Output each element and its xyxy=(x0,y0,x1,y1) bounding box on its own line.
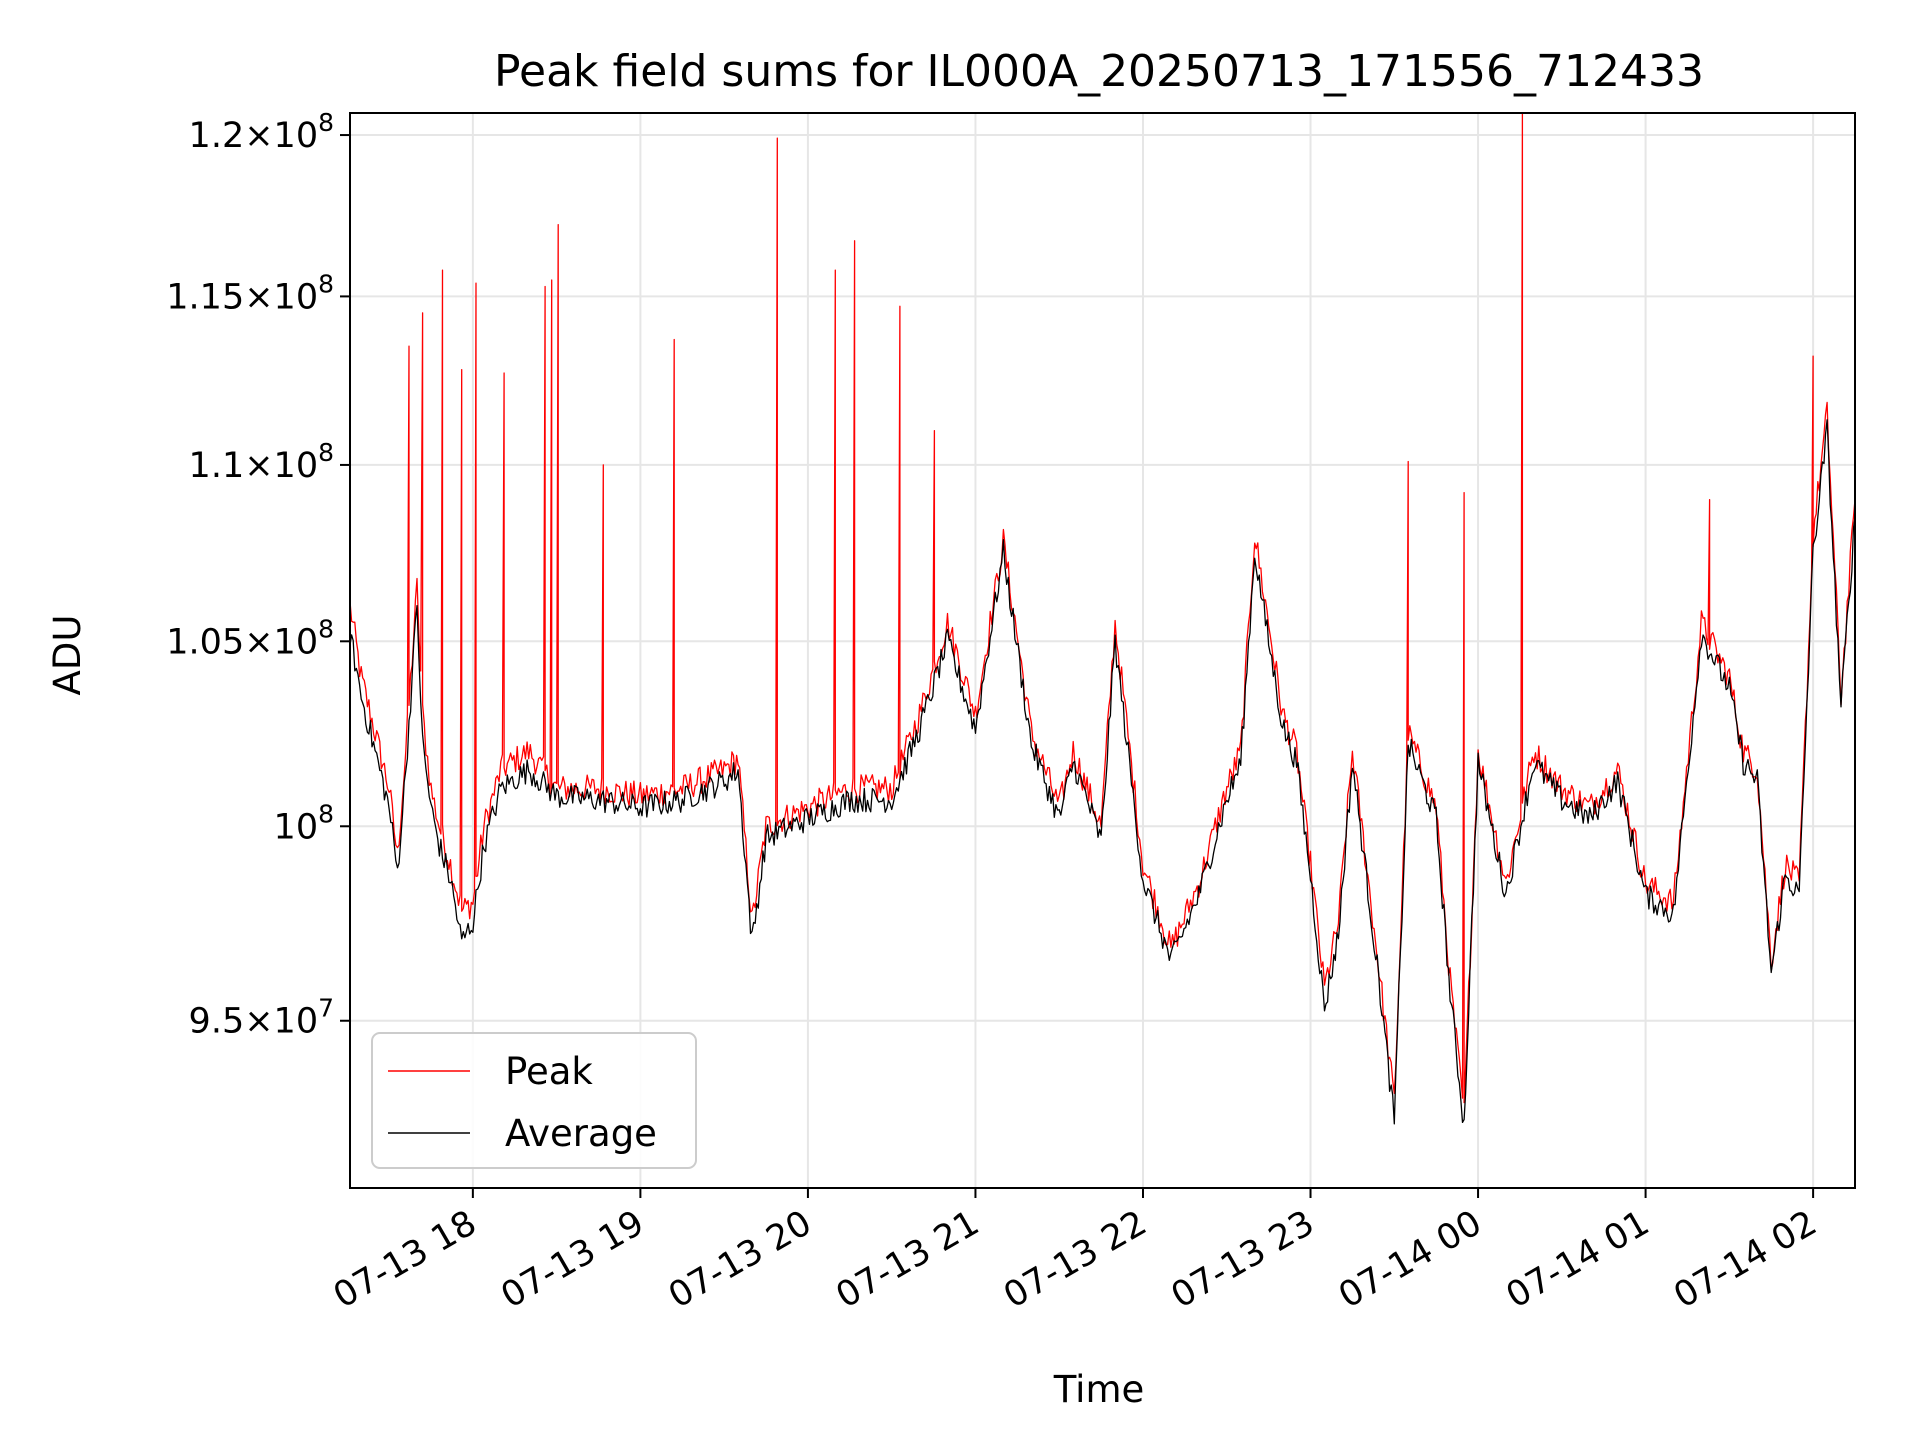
y-tick-exp: 8 xyxy=(318,799,334,828)
x-tick-label: 07-13 23 xyxy=(1165,1203,1321,1316)
plot-frame xyxy=(349,112,1856,1189)
y-tick-mantissa: 1.2 xyxy=(189,116,245,156)
x-tick-label: 07-13 22 xyxy=(997,1203,1153,1316)
series-line-peak xyxy=(349,112,1856,1104)
y-axis-label: ADU xyxy=(46,615,89,696)
y-tick-times: × xyxy=(244,446,273,486)
x-tick-label: 07-14 01 xyxy=(1500,1203,1656,1316)
x-tick-label: 07-14 00 xyxy=(1332,1203,1488,1316)
y-tick-times: × xyxy=(244,1002,273,1042)
y-tick-mantissa: 1.1 xyxy=(189,446,245,486)
y-tick-label: 1.1×108 xyxy=(189,438,334,486)
y-tick-label: 1.2×108 xyxy=(189,108,334,156)
y-tick-base: 10 xyxy=(274,446,319,486)
y-tick-exp: 8 xyxy=(318,614,334,643)
series-line-average xyxy=(349,419,1856,1125)
grid xyxy=(350,113,1855,1188)
legend: Peak Average xyxy=(371,1032,697,1169)
y-tick-base: 10 xyxy=(274,622,319,662)
x-tick-label: 07-13 19 xyxy=(495,1203,651,1316)
y-tick-label: 1.15×108 xyxy=(166,269,334,317)
y-tick-label: 108 xyxy=(274,799,334,847)
x-tick-label: 07-13 18 xyxy=(327,1203,483,1316)
y-tick-times: × xyxy=(244,116,273,156)
y-tick-base: 10 xyxy=(274,277,319,317)
x-tick-label: 07-14 02 xyxy=(1667,1203,1823,1316)
legend-label-peak: Peak xyxy=(505,1050,593,1093)
y-tick-mantissa: 1.05 xyxy=(166,622,244,662)
x-tick-label: 07-13 20 xyxy=(662,1203,818,1316)
y-tick-label: 1.05×108 xyxy=(166,614,334,662)
legend-box xyxy=(371,1032,697,1169)
series-lines xyxy=(349,112,1856,1125)
x-axis-ticks: 07-13 18 07-13 19 07-13 20 07-13 21 07-13 22… xyxy=(327,1188,1824,1316)
y-tick-exp: 7 xyxy=(318,994,334,1023)
y-tick-times: × xyxy=(244,622,273,662)
y-tick-label: 9.5×107 xyxy=(189,994,334,1042)
x-tick-label: 07-13 21 xyxy=(830,1203,986,1316)
y-tick-times: × xyxy=(244,277,273,317)
chart-title: Peak field sums for IL000A_20250713_1715… xyxy=(494,46,1704,97)
y-tick-base: 10 xyxy=(274,807,319,847)
y-tick-exp: 8 xyxy=(318,269,334,298)
y-tick-exp: 8 xyxy=(318,438,334,467)
y-tick-exp: 8 xyxy=(318,108,334,137)
y-tick-base: 10 xyxy=(274,1002,319,1042)
legend-label-average: Average xyxy=(505,1112,657,1155)
y-tick-base: 10 xyxy=(274,116,319,156)
y-tick-mantissa: 9.5 xyxy=(189,1002,245,1042)
y-tick-mantissa: 1.15 xyxy=(166,277,244,317)
x-axis-label: Time xyxy=(1053,1368,1145,1411)
